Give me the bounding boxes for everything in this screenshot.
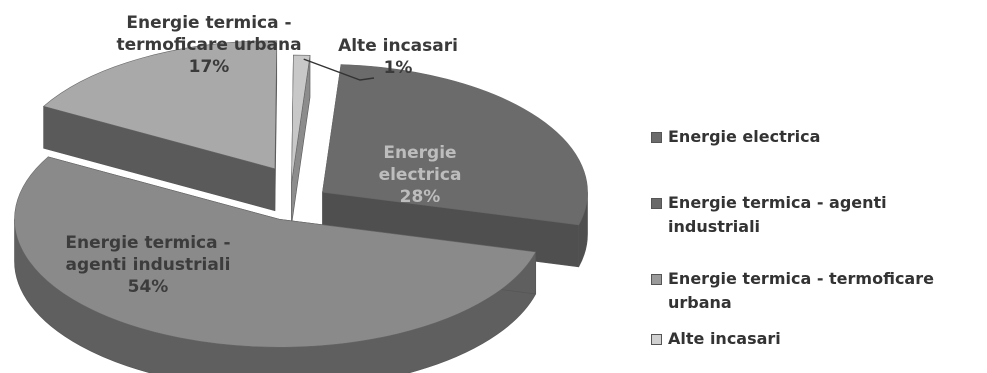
slice-energie-termica-termoficare-urbana bbox=[42, 40, 278, 212]
legend-item-agenti-industriali: Energie termica - agenti industriali bbox=[651, 191, 918, 239]
slice-label-energie-termica-agenti-industriali-1: Energie termica - bbox=[65, 233, 230, 253]
slice-label-alte-incasari-1: Alte incasari bbox=[338, 36, 458, 56]
legend-swatch-alte-incasari bbox=[651, 334, 662, 345]
slice-label-energie-electrica-1: Energie bbox=[383, 143, 456, 163]
legend-swatch-termoficare-urbana bbox=[651, 274, 662, 285]
slice-top-energie-electrica bbox=[322, 64, 588, 226]
slice-top-alte-incasari bbox=[291, 54, 311, 184]
legend-label-agenti-industriali: Energie termica - agenti industriali bbox=[668, 193, 887, 236]
legend-item-alte-incasari: Alte incasari bbox=[651, 327, 968, 351]
slice-label-energie-termica-agenti-industriali-2: agenti industriali bbox=[66, 255, 231, 275]
legend-item-energie-electrica: Energie electrica bbox=[651, 125, 968, 149]
slice-alte-incasari bbox=[291, 54, 311, 226]
slice-label-energie-termica-termoficare-urbana-2: termoficare urbana bbox=[116, 35, 301, 55]
value-label-alte-incasari: 1% bbox=[384, 58, 413, 78]
slice-energie-termica-agenti-industriali bbox=[14, 156, 537, 373]
legend-label-alte-incasari: Alte incasari bbox=[668, 329, 781, 348]
value-label-energie-electrica: 28% bbox=[400, 187, 441, 207]
legend-label-termoficare-urbana: Energie termica - termoficare urbana bbox=[668, 269, 934, 312]
slice-label-energie-electrica-2: electrica bbox=[379, 165, 462, 185]
value-label-energie-termica-agenti-industriali: 54% bbox=[128, 277, 169, 297]
slice-top-energie-termica-termoficare-urbana bbox=[42, 40, 278, 170]
slice-top-energie-termica-agenti-industriali bbox=[14, 156, 537, 348]
value-label-energie-termica-termoficare-urbana: 17% bbox=[189, 57, 230, 77]
legend-swatch-agenti-industriali bbox=[651, 198, 662, 209]
slice-energie-electrica bbox=[322, 64, 588, 268]
slice-label-energie-termica-termoficare-urbana-1: Energie termica - bbox=[126, 13, 291, 33]
legend-swatch-energie-electrica bbox=[651, 132, 662, 143]
legend-label-energie-electrica: Energie electrica bbox=[668, 127, 821, 146]
leader-line-alte-incasari bbox=[303, 58, 375, 81]
legend-item-termoficare-urbana: Energie termica - termoficare urbana bbox=[651, 267, 978, 315]
